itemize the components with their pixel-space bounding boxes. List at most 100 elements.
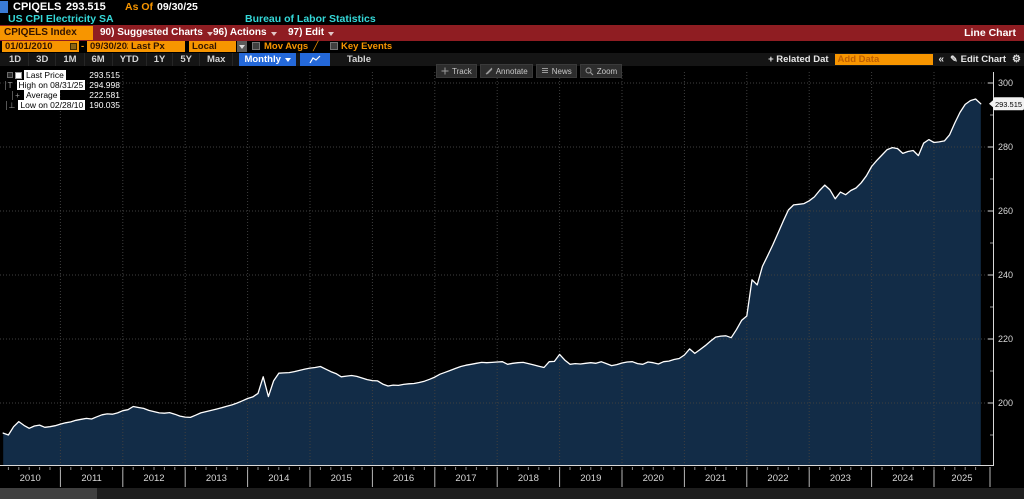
gear-icon[interactable]: ⚙ <box>1012 54 1021 65</box>
y-tick-label: 260 <box>998 206 1013 216</box>
chevron-down-icon <box>284 58 291 62</box>
date-from-value: 01/01/2010 <box>5 41 53 52</box>
x-tick-label: 2019 <box>580 473 601 484</box>
menu-suggested-charts[interactable]: 90) Suggested Charts <box>100 25 213 41</box>
legend-row-high[interactable]: T High on 08/31/25 294.998 <box>2 80 120 90</box>
zoom-label: Zoom <box>596 66 618 76</box>
mov-avgs-label[interactable]: Mov Avgs <box>264 41 309 52</box>
legend-row-last-price[interactable]: Last Price 293.515 <box>2 70 120 80</box>
news-button[interactable]: News <box>535 64 577 78</box>
frequency-dropdown[interactable]: Monthly <box>239 53 296 66</box>
frequency-value: Monthly <box>244 54 281 65</box>
chevron-down-icon <box>270 31 277 36</box>
key-events-checkbox[interactable] <box>330 42 338 50</box>
price-type-field[interactable]: Last Px <box>128 41 185 52</box>
period-6m[interactable]: 6M <box>85 53 113 66</box>
h-scrollbar-thumb[interactable] <box>0 488 97 499</box>
security-name: US CPI Electricity SA <box>8 13 114 25</box>
gridlines <box>0 72 993 465</box>
magnifier-icon <box>585 67 594 75</box>
table-button[interactable]: Table <box>346 54 371 65</box>
add-data-input[interactable] <box>834 54 933 65</box>
x-tick-label: 2020 <box>643 473 664 484</box>
y-tick-label: 240 <box>998 270 1013 280</box>
legend-value: 222.581 <box>89 90 120 100</box>
legend-label: Low on 02/28/10 <box>18 100 86 110</box>
period-max[interactable]: Max <box>200 53 234 66</box>
x-tick-label: 2023 <box>830 473 851 484</box>
period-bar: 1D 3D 1M 6M YTD 1Y 5Y Max Monthly Table … <box>0 53 1024 66</box>
legend-label: High on 08/31/25 <box>16 80 86 90</box>
mov-avgs-checkbox[interactable] <box>252 42 260 50</box>
pencil-icon <box>485 67 493 75</box>
period-1m[interactable]: 1M <box>56 53 85 66</box>
menu-edit[interactable]: 97) Edit <box>288 25 335 41</box>
security-header-row: CPIQELS 293.515 As Of 09/30/25 <box>0 0 1024 14</box>
key-events-label[interactable]: Key Events <box>341 41 393 52</box>
x-tick-label: 2012 <box>143 473 164 484</box>
chart-type-label: Line Chart <box>964 27 1016 39</box>
edit-chart-button[interactable]: ✎ Edit Chart <box>950 54 1006 65</box>
period-3d[interactable]: 3D <box>29 53 57 66</box>
legend-value: 190.035 <box>89 100 120 110</box>
date-to-value: 09/30/2025 <box>90 41 138 52</box>
period-1y[interactable]: 1Y <box>147 53 174 66</box>
period-ytd[interactable]: YTD <box>113 53 147 66</box>
legend-label: Average <box>24 90 60 100</box>
legend-row-low[interactable]: ⊥ Low on 02/28/10 190.035 <box>2 100 120 110</box>
pencil-icon: ✎ <box>950 54 958 64</box>
ticker-input-box[interactable]: CPIQELS Index <box>0 26 93 40</box>
date-from-field[interactable]: 01/01/2010 <box>2 41 79 52</box>
line-chart-style-button[interactable] <box>299 53 330 66</box>
calendar-icon[interactable] <box>70 43 77 50</box>
y-tick-label: 200 <box>998 398 1013 408</box>
x-tick-label: 2018 <box>518 473 539 484</box>
chevron-down-icon <box>239 44 245 49</box>
y-axis[interactable]: 200 220 240 260 280 300 <box>988 78 1013 436</box>
zoom-button[interactable]: Zoom <box>579 64 623 78</box>
period-5y[interactable]: 5Y <box>173 53 200 66</box>
collapse-panel-button[interactable]: « <box>938 54 945 65</box>
currency-field[interactable]: Local CCY <box>189 41 236 63</box>
menu-actions-label: 96) Actions <box>213 27 267 38</box>
y-tick-label: 280 <box>998 142 1013 152</box>
period-1d[interactable]: 1D <box>2 53 30 66</box>
low-marker-icon: ⊥ <box>6 100 16 110</box>
series-visibility-checkbox[interactable] <box>15 71 22 79</box>
security-name-row: US CPI Electricity SA Bureau of Labor St… <box>0 13 1024 25</box>
area-fill <box>3 99 981 465</box>
average-marker-icon: + <box>12 90 22 100</box>
x-tick-label: 2024 <box>892 473 913 484</box>
track-label: Track <box>452 66 472 76</box>
annotate-button[interactable]: Annotate <box>479 64 533 78</box>
last-value: 293.515 <box>66 1 106 13</box>
x-tick-label: 2017 <box>455 473 476 484</box>
legend-row-average[interactable]: + Average 222.581 <box>2 90 120 100</box>
menu-suggested-charts-label: 90) Suggested Charts <box>100 27 203 38</box>
price-badge-pointer <box>989 100 993 108</box>
window-accent-bar <box>0 1 8 13</box>
last-price-badge <box>993 97 1024 111</box>
period-buttons: 1D 3D 1M 6M YTD 1Y 5Y Max Monthly Table <box>2 53 378 66</box>
x-tick-label: 2013 <box>206 473 227 484</box>
legend-pre <box>2 71 22 79</box>
edit-chart-label: Edit Chart <box>960 54 1007 65</box>
menu-edit-label: 97) Edit <box>288 27 325 38</box>
x-tick-label: 2022 <box>767 473 788 484</box>
ticker-symbol: CPIQELS <box>13 1 62 13</box>
x-tick-label: 2010 <box>20 473 41 484</box>
chevron-down-icon <box>206 31 213 36</box>
chart-settings-row: 01/01/2010 - 09/30/2025 Last Px Local CC… <box>0 41 1024 63</box>
mov-avgs-edit-icon[interactable]: ╱ <box>313 41 319 51</box>
track-button[interactable]: Track <box>436 64 477 78</box>
function-toolbar: CPIQELS Index 90) Suggested Charts 96) A… <box>0 25 1024 41</box>
related-data-button[interactable]: + Related Dat <box>768 54 829 65</box>
x-axis[interactable]: 2010 2011 2012 2013 2014 2015 2016 2017 2018 2019… <box>7 467 991 487</box>
legend-pre: ⊥ <box>2 100 16 110</box>
menu-actions[interactable]: 96) Actions <box>213 25 277 41</box>
legend-expander-icon[interactable] <box>7 72 13 78</box>
currency-dropdown-button[interactable] <box>237 41 247 52</box>
h-scrollbar-track[interactable] <box>0 488 1024 499</box>
